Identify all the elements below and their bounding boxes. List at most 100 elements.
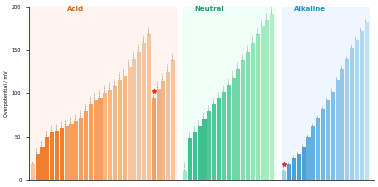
- Text: neutral8: neutral8: [223, 84, 225, 91]
- Text: neutral2: neutral2: [194, 125, 195, 131]
- Text: catalyst8: catalyst8: [71, 115, 72, 123]
- Text: neutral12: neutral12: [243, 52, 244, 59]
- Bar: [156, 89, 161, 180]
- Text: catalyst2: catalyst2: [42, 139, 43, 146]
- Bar: [207, 111, 211, 180]
- Text: alk10: alk10: [332, 86, 333, 91]
- Bar: [183, 7, 275, 180]
- Bar: [282, 171, 287, 180]
- Bar: [142, 43, 146, 180]
- Text: catalyst29: catalyst29: [172, 51, 174, 59]
- Bar: [55, 131, 59, 180]
- Text: alk1: alk1: [289, 160, 290, 163]
- Text: NiMo_acid: NiMo_acid: [153, 89, 155, 97]
- Bar: [316, 117, 320, 180]
- Bar: [188, 138, 192, 180]
- Text: catalyst28: catalyst28: [167, 62, 169, 71]
- Text: alk15: alk15: [356, 34, 358, 39]
- Text: Pt/C_alk: Pt/C_alk: [284, 164, 285, 170]
- Bar: [251, 43, 255, 180]
- Bar: [307, 137, 311, 180]
- Bar: [292, 158, 296, 180]
- Bar: [127, 67, 132, 180]
- Bar: [123, 76, 127, 180]
- Point: [151, 89, 157, 92]
- Text: alk17: alk17: [366, 17, 367, 22]
- Bar: [74, 121, 78, 180]
- Text: alk11: alk11: [337, 75, 338, 79]
- Text: catalyst14: catalyst14: [100, 88, 101, 97]
- Text: catalyst5: catalyst5: [56, 122, 57, 130]
- Bar: [31, 164, 35, 180]
- Bar: [350, 48, 354, 180]
- Text: neutral7: neutral7: [218, 90, 220, 97]
- Bar: [166, 72, 170, 180]
- Text: catalyst9: catalyst9: [76, 113, 77, 120]
- Bar: [113, 86, 117, 180]
- Text: alk14: alk14: [352, 43, 353, 47]
- Text: catalyst24: catalyst24: [148, 25, 150, 34]
- Text: catalyst27: catalyst27: [163, 72, 164, 80]
- Bar: [345, 59, 349, 180]
- Text: neutral1: neutral1: [189, 131, 191, 137]
- Text: catalyst10: catalyst10: [81, 108, 82, 117]
- Text: alk9: alk9: [327, 96, 328, 99]
- Bar: [311, 126, 315, 180]
- Text: neutral14: neutral14: [252, 35, 254, 42]
- Text: catalyst17: catalyst17: [115, 77, 116, 85]
- Bar: [287, 164, 291, 180]
- Text: catalyst19: catalyst19: [124, 67, 125, 75]
- Bar: [236, 69, 240, 180]
- Bar: [246, 52, 250, 180]
- Bar: [84, 111, 88, 180]
- Text: catalyst11: catalyst11: [85, 101, 87, 110]
- Bar: [171, 60, 175, 180]
- Bar: [256, 34, 260, 180]
- Bar: [147, 34, 151, 180]
- Bar: [203, 119, 207, 180]
- Bar: [212, 104, 216, 180]
- Text: Pt/C_neutral: Pt/C_neutral: [184, 161, 186, 170]
- Bar: [137, 52, 141, 180]
- Bar: [118, 80, 122, 180]
- Bar: [65, 126, 69, 180]
- Bar: [321, 109, 325, 180]
- Text: Neutral: Neutral: [195, 6, 225, 12]
- Text: alk12: alk12: [342, 64, 343, 68]
- Bar: [355, 40, 359, 180]
- Bar: [198, 126, 202, 180]
- Bar: [217, 98, 221, 180]
- Text: catalyst23: catalyst23: [144, 34, 145, 42]
- Text: catalyst20: catalyst20: [129, 58, 130, 66]
- Text: neutral17: neutral17: [267, 11, 268, 19]
- Bar: [152, 98, 156, 180]
- Bar: [103, 93, 107, 180]
- Bar: [227, 85, 231, 180]
- Y-axis label: Overpotential / mV: Overpotential / mV: [4, 70, 9, 117]
- Bar: [30, 7, 175, 180]
- Text: catalyst7: catalyst7: [66, 118, 67, 125]
- Text: Alkaline: Alkaline: [294, 6, 326, 12]
- Text: alk3: alk3: [298, 150, 299, 153]
- Bar: [270, 14, 274, 180]
- Bar: [89, 104, 93, 180]
- Text: Acid: Acid: [67, 6, 84, 12]
- Text: catalyst15: catalyst15: [105, 84, 106, 92]
- Bar: [94, 100, 98, 180]
- Text: catalyst13: catalyst13: [95, 91, 96, 99]
- Bar: [326, 100, 330, 180]
- Bar: [336, 80, 339, 180]
- Bar: [70, 124, 74, 180]
- Text: catalyst3: catalyst3: [47, 128, 48, 136]
- Text: neutral11: neutral11: [238, 61, 239, 68]
- Bar: [282, 7, 369, 180]
- Text: neutral15: neutral15: [257, 26, 259, 34]
- Text: neutral13: neutral13: [248, 43, 249, 51]
- Bar: [36, 154, 40, 180]
- Text: alk16: alk16: [361, 26, 362, 30]
- Bar: [302, 147, 306, 180]
- Bar: [331, 92, 335, 180]
- Bar: [60, 128, 64, 180]
- Bar: [45, 137, 50, 180]
- Bar: [183, 171, 187, 180]
